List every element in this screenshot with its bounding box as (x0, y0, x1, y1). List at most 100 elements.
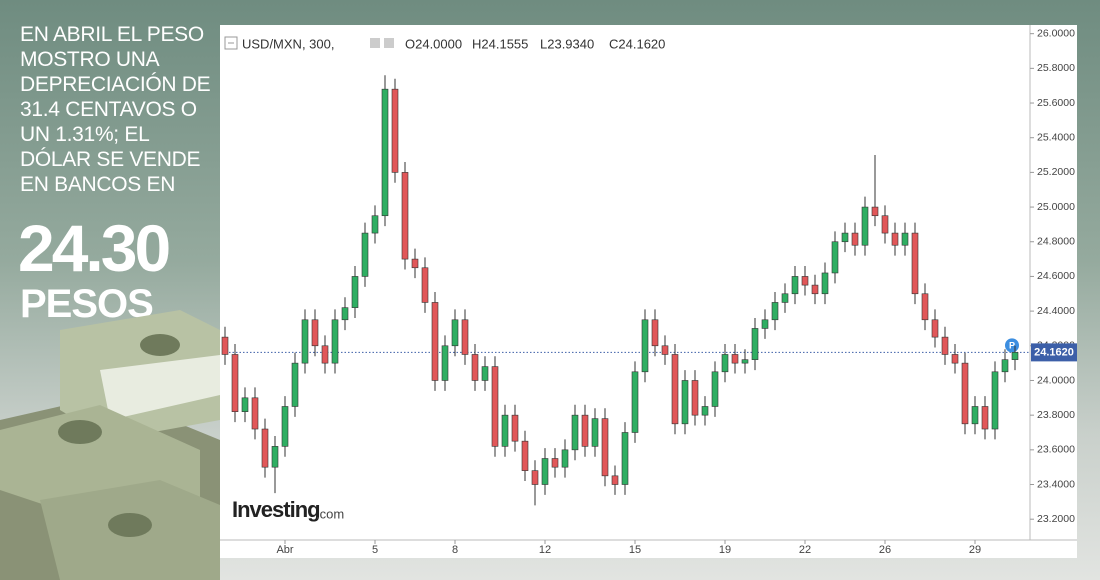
candle-body (951, 354, 959, 364)
candle-body (261, 428, 269, 468)
candle-body (471, 354, 479, 381)
money-stack (0, 310, 220, 580)
candle-body (971, 406, 979, 425)
headline-line: UN 1.31%; EL (20, 123, 150, 146)
candle-body (511, 414, 519, 442)
y-tick-label: 23.6000 (1037, 444, 1075, 456)
candle-body (771, 302, 779, 321)
y-tick-label: 24.4000 (1037, 305, 1075, 317)
candle-body (851, 232, 859, 246)
bill-seal (58, 420, 102, 444)
candle-body (911, 232, 919, 295)
candle-body (821, 272, 829, 295)
watermark: Investing (232, 497, 320, 522)
candle-body (881, 215, 889, 234)
candle-body (981, 406, 989, 430)
y-tick-label: 24.6000 (1037, 270, 1075, 282)
candle-body (701, 406, 709, 416)
candle-body (601, 418, 609, 477)
x-tick-label: 26 (879, 544, 891, 556)
ohlc-label: O24.0000 (405, 36, 462, 51)
candle-body (941, 336, 949, 355)
candle-body (791, 276, 799, 295)
candle-body (721, 354, 729, 373)
candle-body (441, 345, 449, 381)
candle-body (411, 258, 419, 269)
x-tick-label: 22 (799, 544, 811, 556)
candle-body (301, 319, 309, 364)
candle-body (1011, 352, 1019, 360)
candle-body (671, 354, 679, 425)
symbol: USD/MXN, 300, (242, 36, 334, 51)
candle-body (991, 371, 999, 430)
y-tick-label: 23.8000 (1037, 409, 1075, 421)
candle-body (811, 284, 819, 295)
candle-body (271, 446, 279, 468)
candle-body (831, 241, 839, 274)
candle-body (501, 414, 509, 447)
candle-body (871, 206, 879, 217)
candle-body (741, 359, 749, 364)
candle-body (371, 215, 379, 234)
candle-body (861, 206, 869, 246)
candle-body (751, 328, 759, 360)
y-tick-label: 24.8000 (1037, 236, 1075, 248)
settings-icon (384, 38, 394, 48)
candle-body (561, 449, 569, 468)
headline-line: DEPRECIACIÓN DE (20, 73, 211, 96)
x-tick-label: Abr (276, 544, 293, 556)
candle-body (401, 172, 409, 260)
candle-body (691, 380, 699, 416)
candle-body (801, 276, 809, 286)
candle-body (481, 366, 489, 381)
candle-body (541, 458, 549, 485)
headline-line: EN ABRIL EL PESO (20, 23, 204, 46)
candle-body (661, 345, 669, 355)
badge-label: P (1009, 340, 1015, 350)
money-illustration (0, 310, 220, 580)
bill-seal (140, 334, 180, 356)
candle-body (311, 319, 319, 347)
candle-body (711, 371, 719, 407)
bill-seal (108, 513, 152, 537)
x-tick-label: 5 (372, 544, 378, 556)
candle-body (611, 475, 619, 485)
candle-body (961, 362, 969, 425)
ohlc-label: H24.1555 (472, 36, 528, 51)
y-tick-label: 25.4000 (1037, 131, 1075, 143)
y-tick-label: 24.0000 (1037, 374, 1075, 386)
candle-body (641, 319, 649, 373)
headline-line: DÓLAR SE VENDE (20, 148, 201, 171)
candle-body (681, 380, 689, 425)
candle-body (591, 418, 599, 447)
x-tick-label: 12 (539, 544, 551, 556)
candle-body (451, 319, 459, 347)
candle-body (281, 406, 289, 447)
y-tick-label: 23.2000 (1037, 513, 1075, 525)
last-price-label: 24.1620 (1034, 346, 1074, 358)
candle-body (621, 432, 629, 485)
candle-body (581, 414, 589, 447)
candle-body (761, 319, 769, 329)
ohlc-label: L23.9340 (540, 36, 594, 51)
y-tick-label: 25.8000 (1037, 62, 1075, 74)
candle-body (341, 307, 349, 321)
y-tick-label: 26.0000 (1037, 27, 1075, 39)
candle-body (571, 414, 579, 451)
candle-body (421, 267, 429, 303)
candle-body (841, 232, 849, 243)
x-tick-label: 15 (629, 544, 641, 556)
candle-body (231, 354, 239, 412)
candle-body (731, 354, 739, 364)
x-tick-label: 29 (969, 544, 981, 556)
big-number: 24.30 (18, 211, 171, 285)
headline-line: EN BANCOS EN (20, 173, 176, 196)
candle-body (291, 362, 299, 407)
x-tick-label: 8 (452, 544, 458, 556)
y-tick-label: 25.6000 (1037, 97, 1075, 109)
y-tick-label: 25.0000 (1037, 201, 1075, 213)
candle-body (531, 470, 539, 485)
candle-body (521, 440, 529, 471)
